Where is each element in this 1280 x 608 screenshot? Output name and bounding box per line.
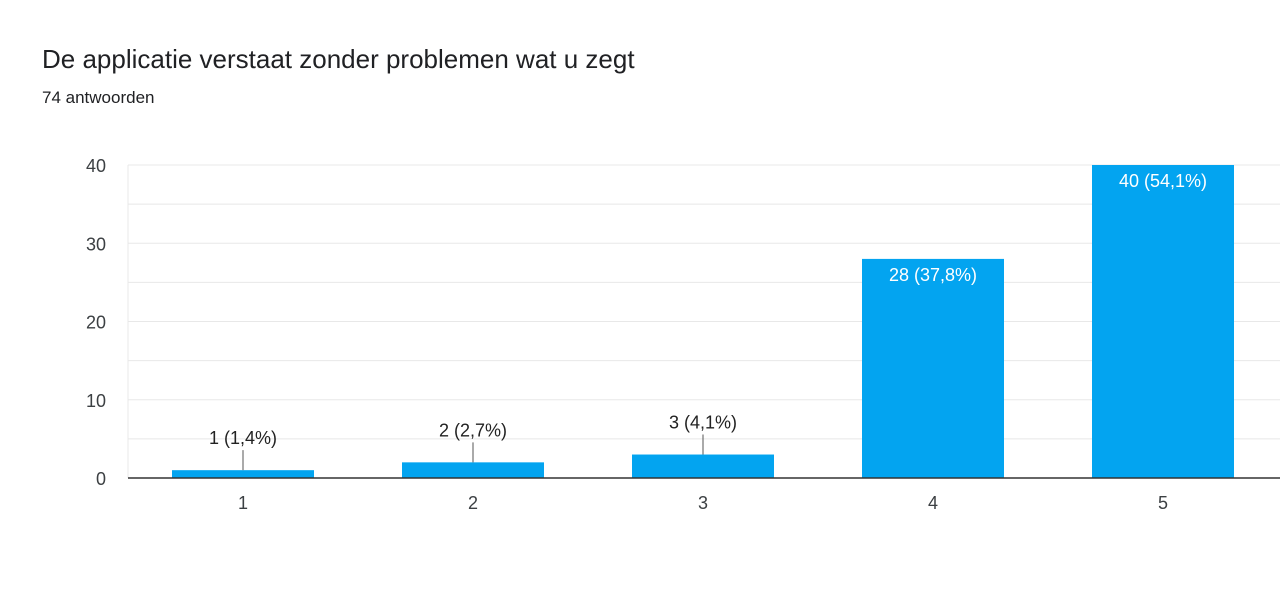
x-tick-label: 4 [928, 493, 938, 513]
y-tick-label: 10 [86, 391, 106, 411]
data-label: 28 (37,8%) [889, 265, 977, 285]
x-tick-label: 2 [468, 493, 478, 513]
bar [172, 470, 314, 478]
data-label: 40 (54,1%) [1119, 171, 1207, 191]
data-label: 2 (2,7%) [439, 420, 507, 440]
response-count: 74 antwoorden [42, 88, 155, 107]
y-tick-label: 20 [86, 313, 106, 333]
data-label: 1 (1,4%) [209, 428, 277, 448]
y-tick-label: 0 [96, 469, 106, 489]
bar [402, 462, 544, 478]
bar [632, 454, 774, 478]
data-label: 3 (4,1%) [669, 413, 737, 433]
chart-title: De applicatie verstaat zonder problemen … [42, 44, 635, 74]
x-tick-label: 3 [698, 493, 708, 513]
x-tick-label: 1 [238, 493, 248, 513]
y-tick-label: 40 [86, 156, 106, 176]
y-tick-label: 30 [86, 234, 106, 254]
bar [862, 258, 1004, 478]
x-tick-label: 5 [1158, 493, 1168, 513]
bar [1092, 165, 1234, 478]
